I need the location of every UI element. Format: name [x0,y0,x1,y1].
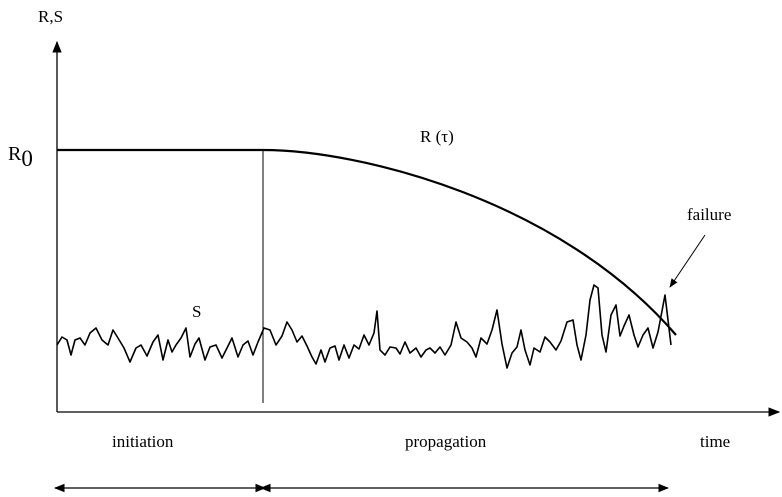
failure-arrow [669,234,706,288]
time-label: time [700,432,730,451]
r0-label: R0 [8,143,33,171]
r-tau-label: R (τ) [420,127,454,146]
load-signal [56,284,672,369]
initiation-label: initiation [112,432,174,451]
y-axis-label: R,S [38,7,63,26]
propagation-label: propagation [405,432,487,451]
s-label: S [192,302,201,321]
resistance-curve [57,148,677,336]
failure-label: failure [687,205,731,224]
